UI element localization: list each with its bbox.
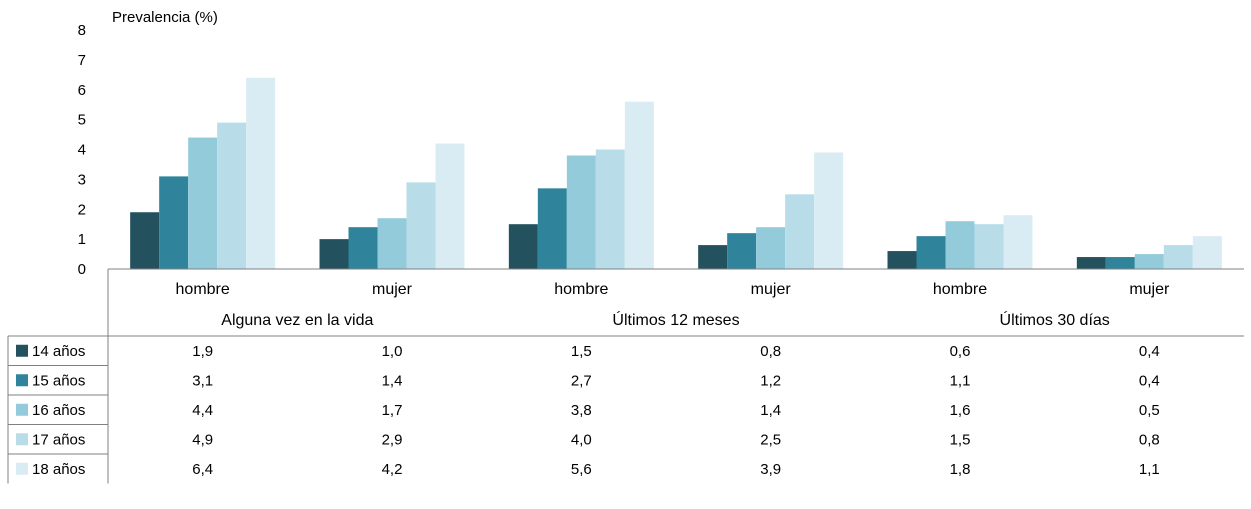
bar [727, 233, 757, 269]
bar [945, 221, 975, 269]
table-cell-value: 1,9 [192, 343, 213, 360]
table-cell-value: 3,8 [571, 402, 592, 419]
table-cell-value: 0,4 [1139, 372, 1160, 389]
group-label: Alguna vez en la vida [221, 312, 373, 329]
bar [217, 122, 247, 269]
table-cell-value: 1,8 [950, 461, 971, 478]
y-axis-ticks: 0 1 2 3 4 5 6 7 8 [78, 22, 86, 278]
table-cell-value: 3,1 [192, 372, 213, 389]
table-cell-value: 1,1 [950, 372, 971, 389]
table-cell-value: 1,2 [760, 372, 781, 389]
table-cell-value: 4,9 [192, 431, 213, 448]
bar [1192, 236, 1222, 269]
bar [887, 251, 917, 269]
y-tick-label: 2 [78, 201, 86, 218]
legend-label: 15 años [32, 372, 85, 389]
bar [974, 224, 1004, 269]
bar [756, 227, 786, 269]
bar [595, 149, 625, 269]
y-tick-label: 0 [78, 261, 86, 278]
bar [698, 245, 728, 269]
bar [1003, 215, 1033, 269]
table-cell-value: 1,7 [382, 402, 403, 419]
table-cell-value: 2,5 [760, 431, 781, 448]
table-cell-value: 4,4 [192, 402, 213, 419]
table-grid-lines [7, 268, 1244, 484]
bar [566, 155, 596, 269]
y-tick-label: 1 [78, 231, 86, 248]
table-cell-value: 1,1 [1139, 461, 1160, 478]
bar [508, 224, 538, 269]
bar [159, 176, 189, 269]
table-cell-value: 1,0 [382, 343, 403, 360]
legend-label: 14 años [32, 343, 85, 360]
table-cell-value: 0,8 [760, 343, 781, 360]
bar [348, 227, 378, 269]
bar [246, 77, 276, 269]
bar [814, 152, 844, 269]
group-label: Últimos 12 meses [612, 310, 739, 329]
table-cell-value: 5,6 [571, 461, 592, 478]
table-cell-value: 1,5 [571, 343, 592, 360]
table-cell-value: 4,0 [571, 431, 592, 448]
category-label: hombre [176, 281, 230, 298]
table-cell-value: 3,9 [760, 461, 781, 478]
table-cell-value: 2,9 [382, 431, 403, 448]
table-cell-value: 6,4 [192, 461, 213, 478]
legend-swatch [16, 403, 28, 416]
table-cell-value: 0,5 [1139, 402, 1160, 419]
y-tick-label: 3 [78, 171, 86, 188]
table-cell-value: 0,8 [1139, 431, 1160, 448]
bar [624, 101, 654, 269]
category-label: mujer [1129, 281, 1170, 298]
y-tick-label: 6 [78, 82, 86, 99]
bar [1105, 257, 1135, 269]
data-table: 14 años 1,9 1,0 1,5 0,8 0,6 0,4 15 años 3,1 1,4 2,… [16, 343, 1160, 478]
legend-label: 17 años [32, 431, 85, 448]
bar [435, 143, 465, 269]
bar [406, 182, 436, 269]
table-cell-value: 1,4 [382, 372, 403, 389]
table-cell-value: 0,6 [950, 343, 971, 360]
category-label: mujer [751, 281, 792, 298]
legend-label: 18 años [32, 461, 85, 478]
table-cell-value: 1,6 [950, 402, 971, 419]
legend-swatch [16, 374, 28, 387]
category-label: mujer [372, 281, 413, 298]
category-labels: hombre mujer hombre mujer hombre mujer [176, 281, 1170, 298]
bar [537, 188, 567, 269]
group-labels: Alguna vez en la vida Últimos 12 meses Últ… [221, 310, 1110, 329]
bar [785, 194, 815, 269]
y-tick-label: 8 [78, 22, 86, 39]
legend-swatch [16, 462, 28, 475]
bar [916, 236, 946, 269]
table-cell-value: 2,7 [571, 372, 592, 389]
bars [130, 77, 1222, 269]
table-cell-value: 4,2 [382, 461, 403, 478]
y-tick-label: 4 [78, 142, 86, 159]
category-label: hombre [554, 281, 608, 298]
category-label: hombre [933, 281, 987, 298]
table-cell-value: 1,5 [950, 431, 971, 448]
y-axis-label: Prevalencia (%) [112, 9, 218, 26]
bar [130, 212, 160, 269]
table-cell-value: 1,4 [760, 402, 781, 419]
bar [1134, 254, 1164, 269]
legend-swatch [16, 433, 28, 446]
table-cell-value: 0,4 [1139, 343, 1160, 360]
bar [188, 137, 218, 269]
bar [1076, 257, 1106, 269]
y-tick-label: 7 [78, 52, 86, 69]
bar [1163, 245, 1193, 269]
bar [377, 218, 407, 269]
legend-label: 16 años [32, 402, 85, 419]
bar [319, 239, 349, 269]
group-label: Últimos 30 días [1000, 310, 1110, 329]
y-tick-label: 5 [78, 112, 86, 129]
legend-swatch [16, 344, 28, 357]
